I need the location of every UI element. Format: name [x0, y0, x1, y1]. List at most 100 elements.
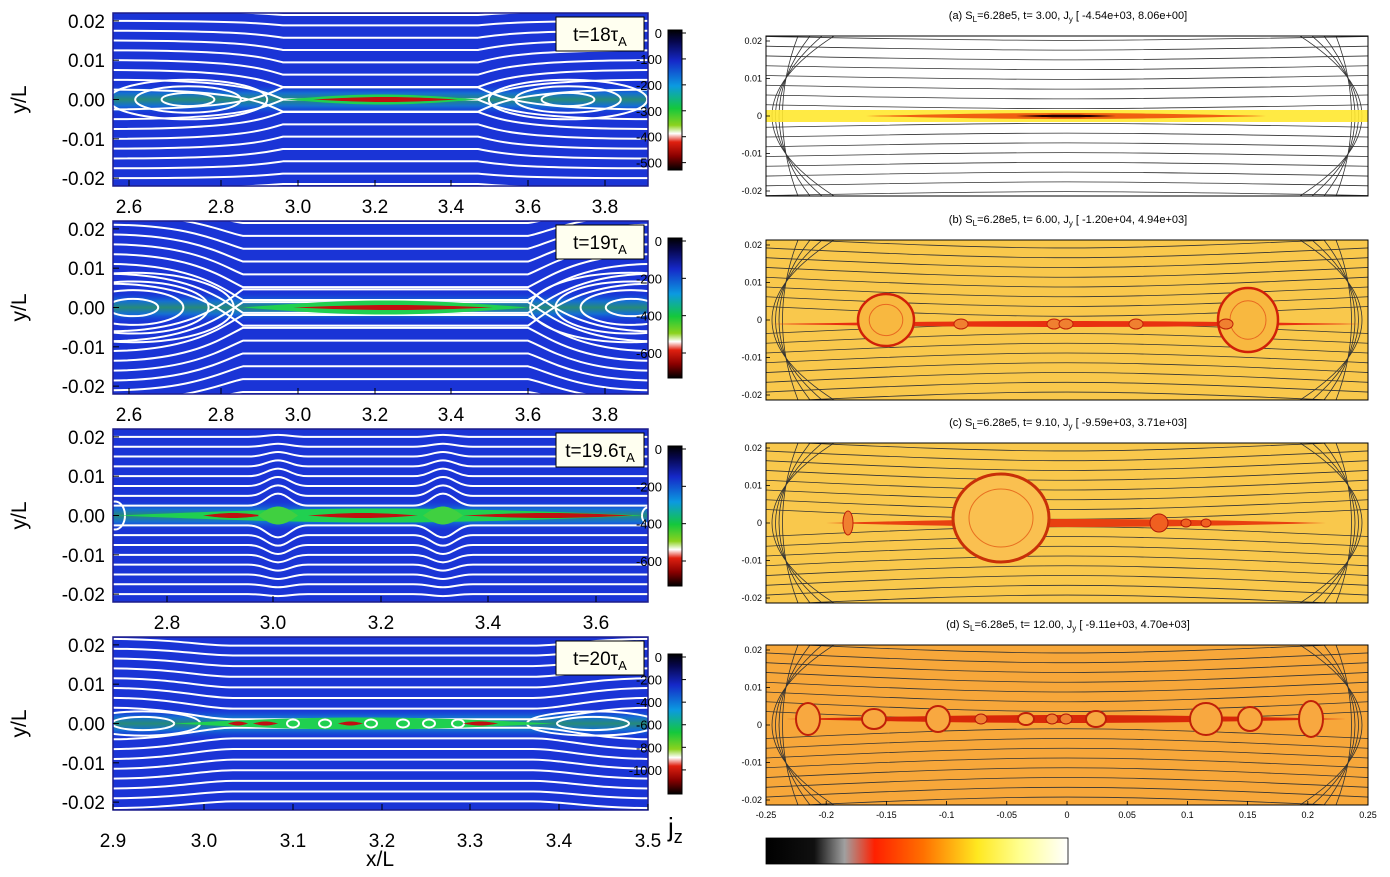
field-line — [771, 645, 835, 805]
panel-title: (c) SL=6.28e5, t= 9.10, Jy [ -9.59e+03, … — [949, 417, 1187, 431]
plasmoid — [1017, 712, 1035, 726]
time-label-text-main: t=20τ — [573, 649, 619, 670]
field-line — [766, 662, 1368, 673]
field-line — [1311, 645, 1359, 805]
y-ticks: 0.02 0.01 0 -0.01 -0.02 — [741, 36, 770, 196]
x-tick-label: -0.1 — [939, 810, 955, 820]
field-line — [766, 45, 1368, 51]
field-line — [766, 122, 1368, 128]
field-line — [113, 326, 648, 362]
current-sheet — [463, 513, 633, 518]
time-label: t=20τA — [555, 640, 645, 676]
field-line — [766, 104, 1368, 110]
time-label-text-main: t=18τ — [573, 25, 619, 46]
field-line — [778, 645, 811, 805]
x-tick-label: 2.8 — [208, 405, 234, 426]
colorbar: 0 -200 -400 -600 — [636, 234, 686, 379]
y-tick-label: 0.01 — [744, 278, 762, 288]
field-line — [1323, 443, 1356, 603]
small-plasmoid — [1059, 713, 1073, 725]
heatmap-background — [766, 645, 1368, 805]
right-panel-4: (d) SL=6.28e5, t= 12.00, Jy [ -9.11e+03,… — [741, 619, 1369, 806]
field-line — [771, 443, 835, 603]
panel-title-sub2: y — [1069, 15, 1073, 24]
y-axis-label: y/L — [8, 501, 31, 529]
plasmoid — [1298, 700, 1324, 738]
y-ticks: 0.02 0.01 0 -0.01 -0.02 — [741, 240, 770, 400]
y-tick-label: -0.02 — [741, 186, 762, 196]
colorbar-label-sub: z — [674, 827, 683, 847]
field-line — [113, 758, 648, 770]
field-line — [113, 19, 648, 27]
field-line — [778, 240, 811, 400]
field-line — [766, 381, 1368, 393]
time-label-box — [555, 640, 645, 676]
island-contour — [529, 271, 648, 344]
y-tick-label: 0.02 — [744, 443, 762, 453]
field-line — [766, 257, 1368, 268]
colorbar: 0 -200 -400 -600 — [636, 442, 686, 587]
field-line — [766, 152, 1368, 157]
field-line — [227, 221, 544, 225]
field-line — [178, 221, 590, 237]
field-line — [766, 575, 1368, 586]
heatmap-content — [766, 240, 1368, 400]
plasmoid — [951, 472, 1051, 564]
y-tick-label: -0.02 — [62, 585, 105, 606]
y-tick-label: -0.02 — [62, 377, 105, 398]
x-ticks: 2.9 3.0 3.1 3.2 3.3 3.4 3.5 — [100, 804, 661, 852]
x-tick-label: 0.05 — [1118, 810, 1136, 820]
x-tick-label: 3.4 — [438, 405, 465, 426]
heatmap-content — [766, 443, 1368, 603]
panel-title-post: [ -4.54e+03, 8.06e+00] — [1073, 10, 1187, 22]
field-line — [766, 84, 1368, 90]
colorbar-tick-label: 0 — [655, 650, 662, 665]
y-ticks: 0.02 0.01 0.00 -0.01 -0.02 — [62, 636, 119, 814]
field-line — [766, 171, 1368, 177]
y-tick-label: 0.02 — [68, 428, 105, 449]
field-line — [113, 313, 648, 352]
field-line — [113, 524, 648, 539]
field-line — [775, 645, 823, 805]
field-line — [766, 470, 1368, 481]
field-line — [113, 677, 648, 689]
field-line — [766, 75, 1368, 80]
field-line — [113, 160, 648, 170]
field-line — [113, 442, 648, 448]
field-line — [113, 737, 648, 751]
current-sheet — [293, 305, 493, 310]
field-line — [113, 451, 648, 458]
field-line — [766, 728, 1368, 739]
panel-title-post: [ -9.59e+03, 3.71e+03] — [1073, 417, 1187, 429]
plasmoid — [795, 702, 821, 736]
colorbar-tick-label: -600 — [636, 346, 662, 361]
plasmoid — [1189, 702, 1223, 736]
field-line — [113, 543, 648, 555]
island-contour — [556, 715, 630, 732]
y-axis-label: y/L — [8, 85, 31, 113]
field-line — [766, 681, 1368, 693]
current-sheet — [1016, 114, 1116, 118]
field-line — [113, 459, 648, 468]
field-line — [766, 499, 1368, 510]
island-contour — [113, 78, 269, 121]
colorbar-tick-label: -1000 — [629, 763, 662, 778]
small-plasmoid — [1218, 318, 1234, 330]
time-label-text: t=18τA — [573, 25, 627, 49]
x-tick-label: -0.15 — [876, 810, 897, 820]
colorbar-tick-label: 0 — [655, 442, 662, 457]
field-line — [113, 263, 648, 302]
field-line — [1311, 240, 1359, 400]
field-line — [766, 276, 1368, 288]
field-line — [766, 94, 1368, 100]
island-contour — [540, 91, 596, 108]
field-line — [1323, 240, 1356, 400]
x-tick-label: -0.25 — [756, 810, 777, 820]
field-line — [113, 282, 648, 327]
field-line — [113, 49, 648, 64]
field-line — [178, 378, 590, 394]
island-contour — [113, 297, 160, 318]
y-tick-label: -0.01 — [62, 338, 105, 359]
x-tick-label: 3.2 — [362, 197, 388, 218]
